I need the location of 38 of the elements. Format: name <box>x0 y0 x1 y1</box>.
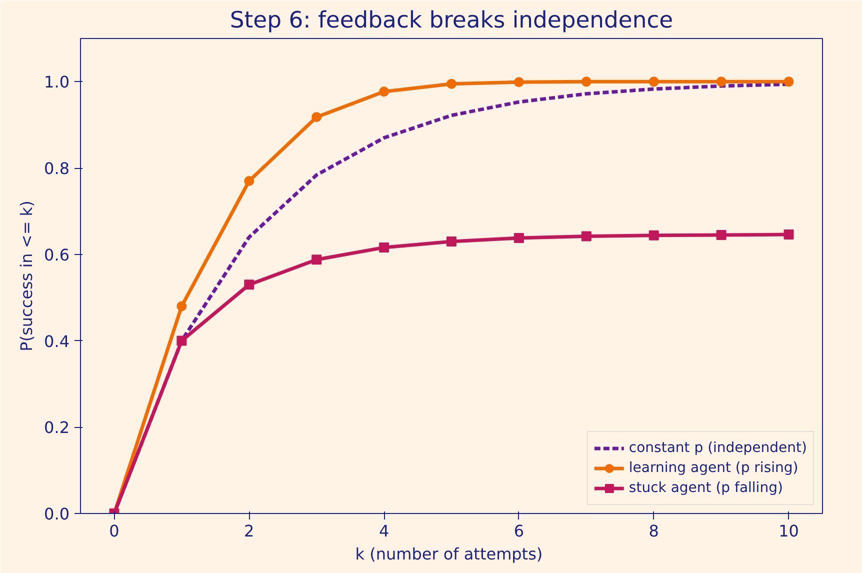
chart-title: Step 6: feedback breaks independence <box>230 8 674 34</box>
point <box>784 76 794 87</box>
point <box>784 230 794 240</box>
point <box>379 86 390 97</box>
x-tick-label: 8 <box>648 522 659 540</box>
x-tick-label: 4 <box>378 522 390 540</box>
point <box>514 77 524 88</box>
point <box>176 301 187 312</box>
point <box>244 280 254 290</box>
y-tick-label: 0.0 <box>44 504 70 524</box>
x-axis-title: k (number of attempts) <box>355 544 543 564</box>
point <box>379 242 390 252</box>
point <box>648 230 659 240</box>
x-tick-label: 10 <box>778 522 799 540</box>
point <box>581 76 592 87</box>
point <box>514 233 524 243</box>
point <box>244 176 254 186</box>
point <box>716 76 726 87</box>
point <box>176 336 187 346</box>
legend-label: constant p (independent) <box>628 440 807 456</box>
x-tick-label: 6 <box>514 522 524 540</box>
point <box>446 236 456 246</box>
y-axis-title: P(success in <= k) <box>17 200 36 352</box>
x-tick-label: 2 <box>244 522 254 540</box>
y-tick-label: 0.6 <box>44 245 70 264</box>
point <box>446 78 456 89</box>
point <box>648 76 659 87</box>
legend-label: learning agent (p rising) <box>628 460 798 476</box>
y-tick-label: 0.4 <box>44 332 70 351</box>
y-tick-label: 0.2 <box>44 418 70 438</box>
y-tick-label: 0.8 <box>44 159 70 178</box>
y-tick-label: 1.0 <box>44 72 70 92</box>
point <box>312 112 322 122</box>
point <box>312 254 322 265</box>
legend-label: stuck agent (p falling) <box>628 480 783 496</box>
point <box>581 231 592 242</box>
point <box>716 230 726 240</box>
x-tick-label: 0 <box>109 522 120 540</box>
